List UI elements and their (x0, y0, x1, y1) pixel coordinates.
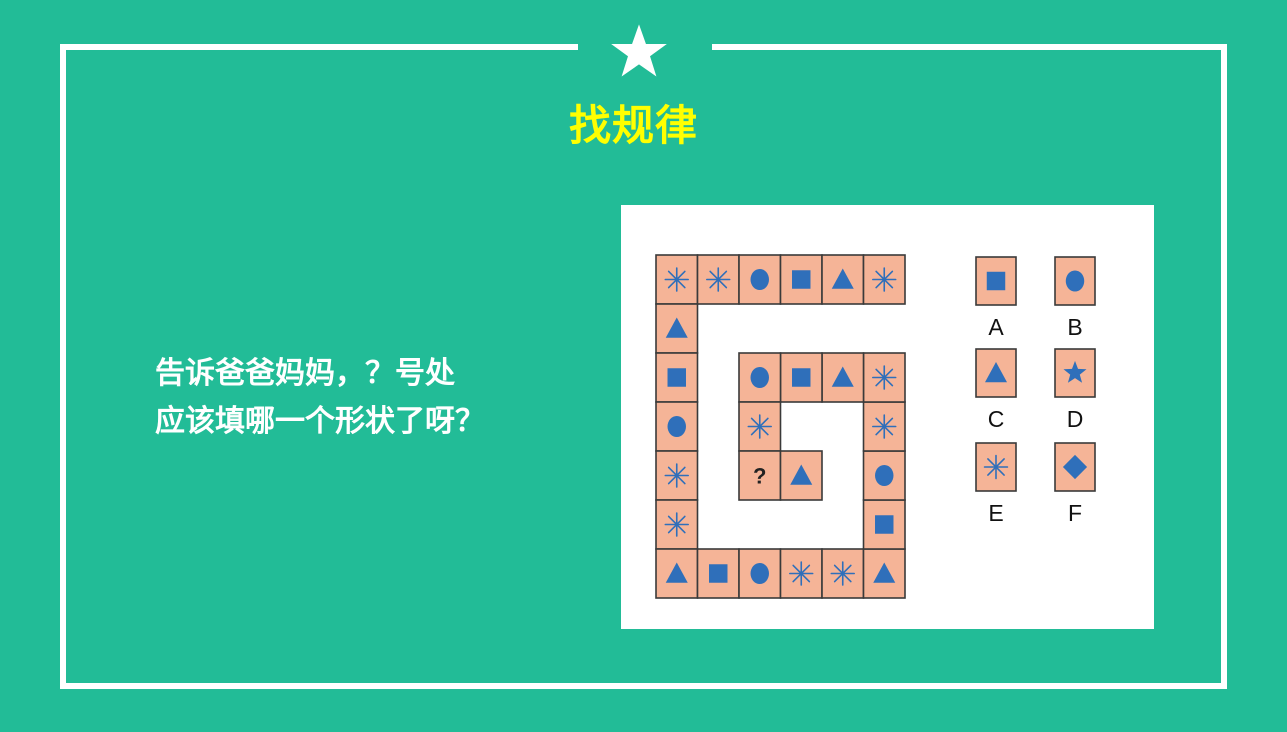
square-icon (709, 564, 728, 583)
asterisk-icon (872, 414, 897, 439)
spiral-tile (862, 450, 906, 501)
frame-bottom (60, 683, 1227, 689)
spiral-tile (696, 254, 740, 305)
option-b[interactable]: B (1054, 256, 1096, 340)
star-icon (1063, 360, 1087, 383)
spiral-tile (862, 352, 906, 403)
spiral-tile (655, 401, 699, 452)
option-f[interactable]: F (1054, 442, 1096, 526)
star-icon (611, 24, 667, 77)
option-a[interactable]: A (975, 256, 1017, 340)
spiral-tile (738, 352, 782, 403)
spiral-tile (738, 548, 782, 599)
spiral-tile (738, 401, 782, 452)
frame-top-right (712, 44, 1227, 50)
frame-top-left (60, 44, 578, 50)
triangle-icon (665, 562, 688, 583)
question-line-2: 应该填哪一个形状了呀？ (155, 404, 485, 439)
circle-icon (750, 268, 769, 291)
spiral-tile (862, 401, 906, 452)
spiral-tile (696, 548, 740, 599)
circle-icon (750, 366, 769, 389)
question-mark: ? (753, 464, 766, 489)
spiral-tile (779, 450, 823, 501)
answer-options: A B C D E F (975, 256, 1096, 526)
spiral-tile (655, 450, 699, 501)
option-label: E (988, 500, 1003, 526)
asterisk-icon (664, 512, 689, 537)
frame-left (60, 44, 66, 689)
spiral-tile (655, 499, 699, 550)
asterisk-icon (872, 365, 897, 390)
square-icon (875, 515, 894, 534)
spiral-tile (862, 548, 906, 599)
circle-icon (875, 464, 894, 487)
spiral-tile (779, 254, 823, 305)
spiral-tile (655, 254, 699, 305)
option-d[interactable]: D (1054, 348, 1096, 432)
option-label: A (988, 314, 1004, 340)
circle-icon (1065, 270, 1085, 292)
asterisk-icon (830, 561, 855, 586)
spiral-tile (779, 548, 823, 599)
spiral-grid: ? (655, 254, 906, 599)
option-e[interactable]: E (975, 442, 1017, 526)
circle-icon (750, 562, 769, 585)
circle-icon (667, 415, 686, 438)
page-title: 找规律 (568, 101, 698, 150)
asterisk-icon (872, 267, 897, 292)
spiral-tile (862, 254, 906, 305)
square-icon (667, 368, 686, 387)
triangle-icon (665, 317, 688, 338)
spiral-tile (655, 303, 699, 354)
option-label: F (1068, 500, 1082, 526)
frame-right (1221, 44, 1227, 689)
asterisk-icon (706, 267, 731, 292)
option-label: D (1067, 406, 1084, 432)
spiral-tile (821, 352, 865, 403)
asterisk-icon (789, 561, 814, 586)
puzzle-figure: ? A B C D E F (655, 254, 1096, 599)
spiral-tile (655, 548, 699, 599)
asterisk-icon (664, 267, 689, 292)
question-line-1: 告诉爸爸妈妈，？号处 (155, 356, 455, 391)
option-label: B (1067, 314, 1082, 340)
spiral-tile (862, 499, 906, 550)
spiral-tile (779, 352, 823, 403)
spiral-tile (655, 352, 699, 403)
triangle-icon (873, 562, 896, 583)
square-icon (986, 271, 1006, 291)
spiral-tile (821, 548, 865, 599)
puzzle-panel: ? A B C D E F (621, 205, 1154, 629)
question-tile: ? (738, 450, 782, 501)
triangle-icon (985, 362, 1007, 383)
option-label: C (988, 406, 1005, 432)
spiral-tile (738, 254, 782, 305)
spiral-tile (821, 254, 865, 305)
asterisk-icon (747, 414, 772, 439)
triangle-icon (831, 366, 854, 387)
asterisk-icon (664, 463, 689, 488)
square-icon (792, 368, 811, 387)
option-c[interactable]: C (975, 348, 1017, 432)
triangle-icon (831, 268, 854, 289)
asterisk-icon (983, 454, 1009, 480)
square-icon (792, 270, 811, 289)
triangle-icon (790, 464, 813, 485)
